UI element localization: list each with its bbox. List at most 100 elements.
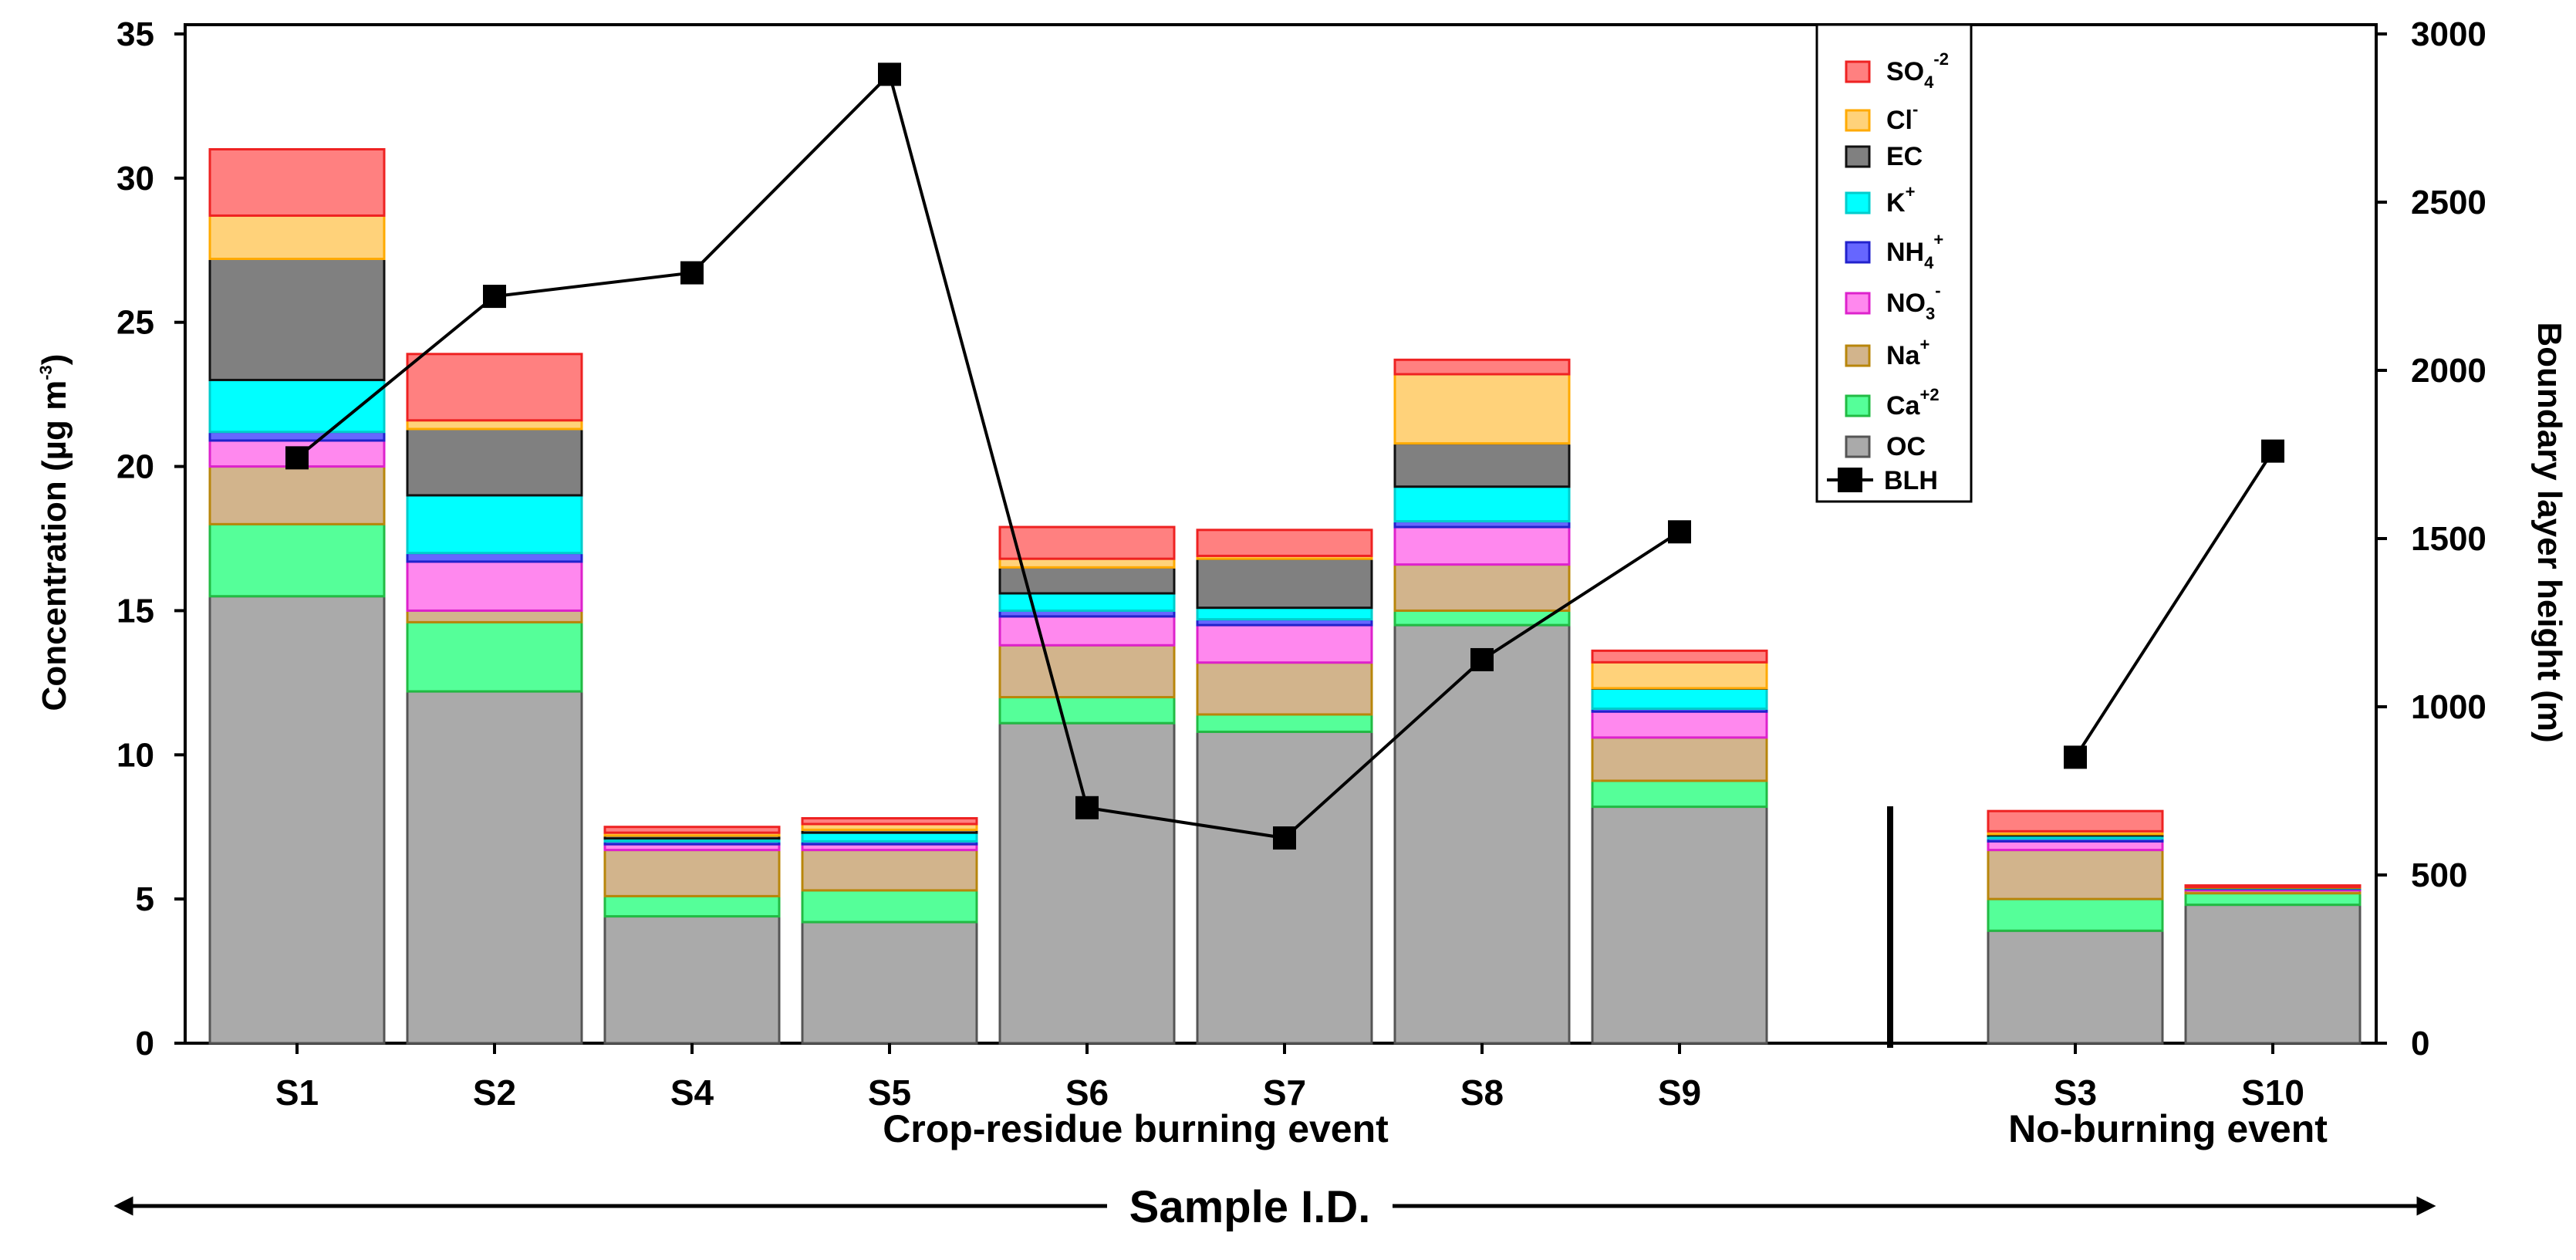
left-y-tick-label: 35 bbox=[116, 15, 154, 53]
legend-label: Cl- bbox=[1886, 100, 1918, 135]
legend-item-ec: EC bbox=[1845, 142, 1923, 171]
legend-item-na: Na+ bbox=[1845, 335, 1929, 370]
x-axis-title: Sample I.D. bbox=[1129, 1182, 1371, 1232]
bar-segment-s9-oc bbox=[1591, 806, 1768, 1045]
bar-segment-s10-oc bbox=[2184, 904, 2362, 1045]
blh-point-s3 bbox=[2064, 745, 2087, 769]
blh-point-s7 bbox=[1273, 826, 1296, 850]
bar-segment-s4-oc bbox=[603, 915, 781, 1045]
bar-segment-s8-no3 bbox=[1393, 525, 1571, 566]
bar-segment-s10-ca2 bbox=[2184, 892, 2362, 907]
bar-segment-s6-oc bbox=[998, 721, 1176, 1045]
bar-segment-s7-so42 bbox=[1196, 529, 1373, 557]
x-axis-category-labels: S1 S2 S4 S5 S6 S7 S8 S9 S3 S10 bbox=[275, 1043, 2304, 1113]
x-tick-label-s2: S2 bbox=[473, 1073, 516, 1113]
legend-item-blh: BLH bbox=[1827, 466, 1938, 495]
bar-segment-s9-cl bbox=[1591, 660, 1768, 690]
bar-segment-s3-oc bbox=[1987, 929, 2164, 1045]
legend-item-k: K+ bbox=[1845, 182, 1915, 218]
legend-item-so42: SO4-2 bbox=[1845, 49, 1949, 92]
blh-point-s1 bbox=[285, 446, 309, 470]
right-y-tick-label: 0 bbox=[2411, 1025, 2429, 1062]
right-y-tick-label: 2500 bbox=[2411, 184, 2487, 221]
left-y-axis-title: Concentration (µg m-3) bbox=[35, 354, 73, 711]
bar-segment-s1-oc bbox=[208, 595, 386, 1045]
bar-segment-s7-oc bbox=[1196, 730, 1373, 1045]
blh-point-s6 bbox=[1075, 796, 1099, 819]
left-y-tick-label: 30 bbox=[116, 160, 154, 198]
bar-segment-s8-ca2 bbox=[1393, 609, 1571, 627]
bar-segment-s2-no3 bbox=[406, 560, 583, 612]
bar-segment-s5-na bbox=[801, 849, 978, 892]
left-y-tick-label: 5 bbox=[136, 880, 154, 918]
right-y-tick-label: 2000 bbox=[2411, 352, 2487, 390]
bar-segment-s6-k bbox=[998, 592, 1176, 612]
blh-line-burning bbox=[295, 71, 1681, 840]
legend-item-nh4: NH4+ bbox=[1845, 230, 1943, 272]
legend-item-ca2: Ca+2 bbox=[1845, 385, 1940, 421]
legend-swatch bbox=[1845, 344, 1871, 367]
bar-segment-s6-na bbox=[998, 644, 1176, 699]
bar-segment-s7-ec bbox=[1196, 557, 1373, 610]
legend-label: BLH bbox=[1884, 466, 1938, 495]
legend-swatch bbox=[1845, 292, 1871, 315]
bar-segment-s6-ca2 bbox=[998, 696, 1176, 725]
bar-segment-s9-so42 bbox=[1591, 649, 1768, 664]
legend-label: Na+ bbox=[1886, 335, 1929, 370]
x-tick-label-s1: S1 bbox=[275, 1073, 319, 1113]
x-tick-label-s5: S5 bbox=[868, 1073, 911, 1113]
x-tick-label-s3: S3 bbox=[2054, 1073, 2097, 1113]
left-y-tick-label: 20 bbox=[116, 448, 154, 486]
bar-segment-s5-ca2 bbox=[801, 889, 978, 924]
bar-segment-s9-no3 bbox=[1591, 710, 1768, 739]
legend-swatch bbox=[1845, 241, 1871, 264]
bar-segment-s1-cl bbox=[208, 214, 386, 260]
left-y-tick-label: 0 bbox=[136, 1025, 154, 1062]
x-tick-label-s10: S10 bbox=[2241, 1073, 2304, 1113]
x-tick-label-s7: S7 bbox=[1263, 1073, 1306, 1113]
x-tick-label-s4: S4 bbox=[670, 1073, 714, 1113]
blh-point-s2 bbox=[483, 285, 506, 309]
right-y-axis-title: Boundary layer height (m) bbox=[2530, 322, 2568, 742]
legend-item-cl: Cl- bbox=[1845, 100, 1918, 135]
legend-box bbox=[1815, 23, 1973, 503]
bar-segment-s1-k bbox=[208, 378, 386, 434]
legend-marker-swatch bbox=[1838, 468, 1862, 492]
bar-segment-s8-ec bbox=[1393, 442, 1571, 488]
left-y-tick-label: 25 bbox=[116, 304, 154, 342]
bar-segment-s8-oc bbox=[1393, 623, 1571, 1045]
bar-segment-s8-na bbox=[1393, 563, 1571, 612]
group-label-burning: Crop-residue burning event bbox=[883, 1107, 1389, 1150]
bar-segment-s5-so42 bbox=[801, 817, 978, 826]
legend-label: K+ bbox=[1886, 182, 1915, 218]
bar-segment-s2-so42 bbox=[406, 353, 583, 422]
bar-segment-s6-no3 bbox=[998, 615, 1176, 647]
bar-segment-s2-oc bbox=[406, 690, 583, 1045]
bar-segment-s7-no3 bbox=[1196, 623, 1373, 664]
legend-swatch bbox=[1845, 60, 1871, 83]
blh-point-s4 bbox=[680, 261, 704, 285]
legend-item-no3: NO3- bbox=[1845, 281, 1941, 323]
stacked-bars bbox=[208, 147, 2362, 1045]
bar-segment-s1-na bbox=[208, 465, 386, 525]
legend-swatch bbox=[1845, 394, 1871, 417]
right-y-tick-label: 1000 bbox=[2411, 688, 2487, 726]
bar-segment-s2-nh4 bbox=[406, 552, 583, 563]
legend-label: EC bbox=[1886, 142, 1923, 171]
legend-item-oc: OC bbox=[1845, 432, 1926, 461]
bar-segment-s4-ca2 bbox=[603, 894, 781, 918]
left-y-tick-label: 10 bbox=[116, 736, 154, 774]
blh-point-s9 bbox=[1668, 520, 1691, 544]
bar-segment-s8-cl bbox=[1393, 373, 1571, 445]
legend-swatch bbox=[1845, 191, 1871, 215]
bar-segment-s2-ec bbox=[406, 427, 583, 497]
left-y-tick-label: 15 bbox=[116, 592, 154, 630]
blh-point-s5 bbox=[878, 62, 901, 86]
group-label-no-burning: No-burning event bbox=[2008, 1107, 2328, 1150]
bar-segment-s1-nh4 bbox=[208, 431, 386, 442]
blh-point-s8 bbox=[1470, 647, 1494, 671]
legend-label: NH4+ bbox=[1886, 230, 1943, 272]
blh-point-s10 bbox=[2261, 439, 2284, 463]
right-y-axis: 0 500 1000 1500 2000 2500 3000 bbox=[2376, 15, 2487, 1062]
